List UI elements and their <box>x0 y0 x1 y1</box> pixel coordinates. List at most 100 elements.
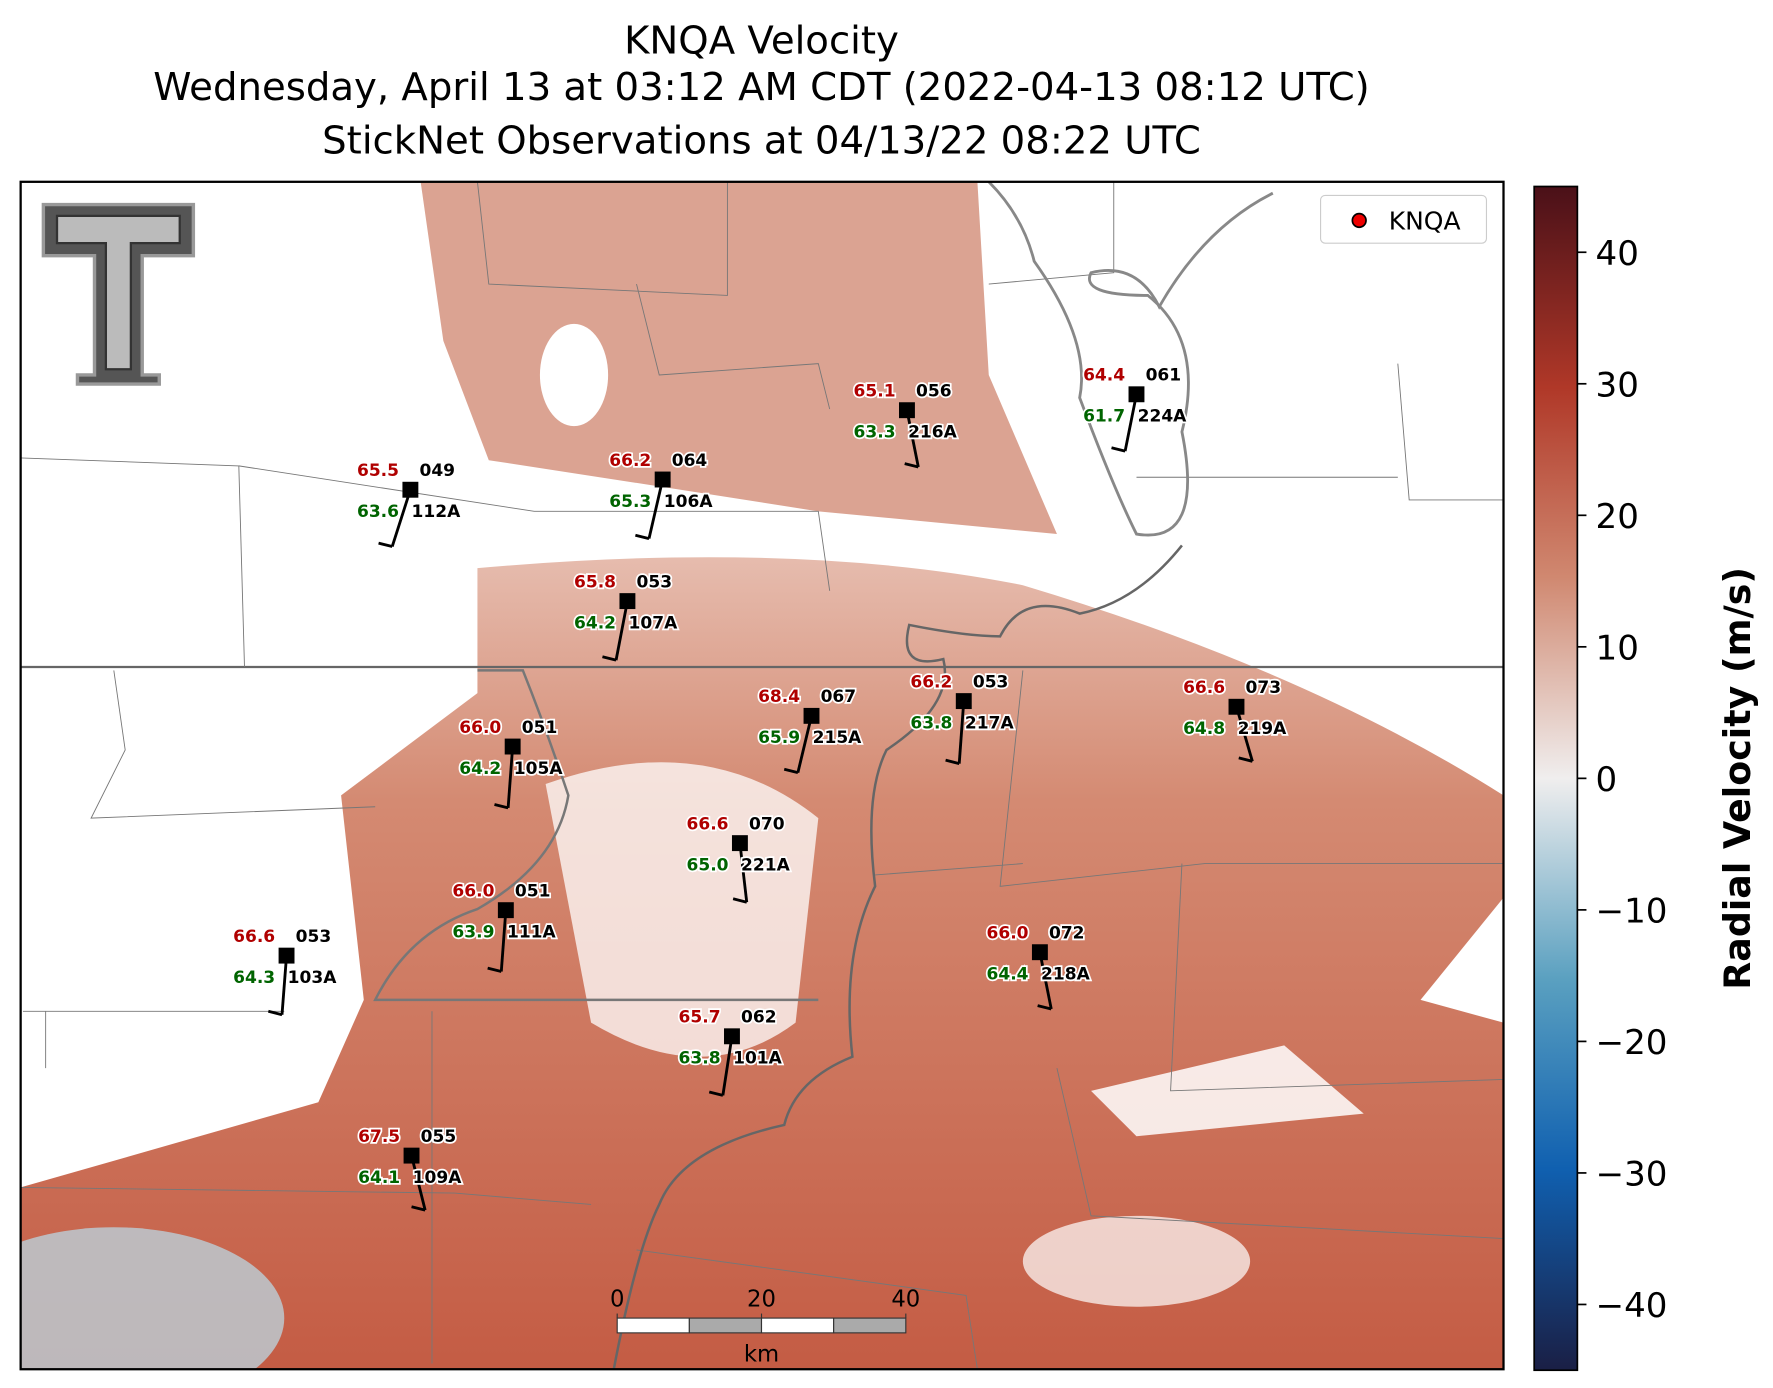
station-code: 053 <box>296 927 332 947</box>
scale-tick-label: 20 <box>747 1287 776 1313</box>
station-dew: 65.3 <box>609 492 651 512</box>
station-code: 061 <box>1146 366 1182 386</box>
station-code: 064 <box>672 451 708 471</box>
station-dew: 64.8 <box>1183 719 1225 739</box>
wind-barb <box>410 1155 427 1211</box>
station-code: 070 <box>749 814 785 834</box>
station-code: 055 <box>421 1127 457 1147</box>
station: 68.4 067 65.9 215A <box>756 686 864 775</box>
colorbar-tick-label: −30 <box>1596 1154 1668 1194</box>
title-line: Wednesday, April 13 at 03:12 AM CDT (202… <box>153 65 1370 110</box>
station-temp: 66.6 <box>1183 678 1225 698</box>
station-dew: 63.8 <box>910 713 952 733</box>
station: 66.2 064 65.3 106A <box>608 449 715 540</box>
station-dew: 63.9 <box>452 922 494 942</box>
station-code: 072 <box>1049 924 1085 944</box>
station: 66.6 053 64.3 103A <box>231 925 339 1017</box>
station-id: 111A <box>507 922 557 942</box>
station-code: 056 <box>916 382 952 402</box>
colorbar-tick-label: −20 <box>1596 1023 1668 1063</box>
station-marker <box>402 481 419 498</box>
wind-barb <box>647 479 665 539</box>
wind-barb <box>1038 951 1053 1010</box>
wind-barb <box>721 1036 734 1096</box>
wind-barb <box>957 700 966 764</box>
station: 66.0 051 63.9 111A <box>451 880 558 973</box>
station-marker <box>497 902 514 919</box>
station-temp: 64.4 <box>1083 366 1125 386</box>
wind-barb-flag <box>602 655 617 662</box>
scale-segment <box>688 1317 763 1334</box>
station-marker <box>654 471 671 488</box>
station-temp: 65.7 <box>679 1008 721 1028</box>
station-id: 107A <box>629 613 679 633</box>
station-id: 217A <box>965 713 1015 733</box>
legend: KNQA <box>1319 194 1488 244</box>
station-marker <box>1128 386 1145 403</box>
wind-barb <box>1235 706 1254 762</box>
station-temp: 65.5 <box>357 461 399 481</box>
legend-label: KNQA <box>1389 207 1461 236</box>
title-line: StickNet Observations at 04/13/22 08:22 … <box>322 118 1201 163</box>
station-marker <box>504 738 521 755</box>
station: 65.8 053 64.2 107A <box>572 571 680 662</box>
station: 66.0 072 64.4 218A <box>985 922 1092 1011</box>
wind-barb-flag <box>635 533 650 540</box>
wind-barb-flag <box>904 462 919 469</box>
colorbar-label: Radial Velocity (m/s) <box>1716 567 1759 990</box>
station-id: 216A <box>908 422 958 442</box>
station-code: 051 <box>522 718 558 738</box>
station-dew: 63.3 <box>854 422 896 442</box>
scale-unit: km <box>744 1341 779 1367</box>
station-id: 109A <box>413 1168 463 1188</box>
map-frame <box>19 180 1505 1371</box>
stations: 65.5 049 63.6 112A 66.2 064 65.3 106A 65.1 056 63.… <box>231 364 1289 1212</box>
wind-barb <box>796 715 813 774</box>
wind-barb-flag <box>1111 446 1126 453</box>
colorbar-tick-label: 20 <box>1596 497 1639 537</box>
title-line: KNQA Velocity <box>624 18 899 63</box>
wind-barb-flag <box>708 1090 724 1097</box>
station-code: 073 <box>1246 678 1282 698</box>
station-dew: 63.6 <box>357 502 399 522</box>
wind-barb-flag <box>1037 1004 1052 1011</box>
colorbar-fill <box>1533 185 1579 1372</box>
station-marker <box>955 693 972 710</box>
station-temp: 66.2 <box>910 672 952 692</box>
wind-barb <box>506 746 515 809</box>
station-id: 105A <box>514 759 564 779</box>
station-temp: 67.5 <box>358 1127 400 1147</box>
wind-barb-flag <box>411 1205 426 1212</box>
station-id: 112A <box>412 502 462 522</box>
station-marker <box>1031 944 1048 961</box>
station: 66.2 053 63.8 217A <box>909 671 1016 765</box>
scale-bar: 0 20 40 km <box>610 1287 920 1368</box>
station-code: 062 <box>741 1008 777 1028</box>
station-dew: 64.3 <box>233 968 275 988</box>
wind-barb-flag <box>783 767 799 775</box>
station-marker <box>403 1147 420 1164</box>
station-temp: 66.0 <box>452 882 494 902</box>
colorbar: −40 −30 −20 −10 0 10 20 30 40 Radial Velocity (m/… <box>1533 185 1759 1372</box>
colorbar-tick-label: 10 <box>1596 628 1639 668</box>
station: 65.7 062 63.8 101A <box>677 1006 784 1097</box>
station-marker <box>731 835 748 852</box>
station: 67.5 055 64.1 109A <box>356 1125 464 1212</box>
legend-marker <box>1351 212 1367 229</box>
boundaries <box>20 181 1504 1370</box>
station: 66.0 051 64.2 105A <box>458 716 565 810</box>
station: 66.6 073 64.8 219A <box>1181 676 1289 763</box>
scale-tick-label: 0 <box>610 1287 624 1313</box>
station-id: 106A <box>664 492 714 512</box>
colorbar-tick-label: −10 <box>1596 891 1668 931</box>
station: 65.5 049 63.6 112A <box>355 459 463 548</box>
scale-tick-label: 40 <box>891 1287 920 1313</box>
station-marker <box>724 1028 740 1045</box>
station-id: 103A <box>288 968 338 988</box>
wind-barb <box>390 489 412 547</box>
scale-segment <box>760 1317 835 1334</box>
station-dew: 64.1 <box>358 1168 400 1188</box>
